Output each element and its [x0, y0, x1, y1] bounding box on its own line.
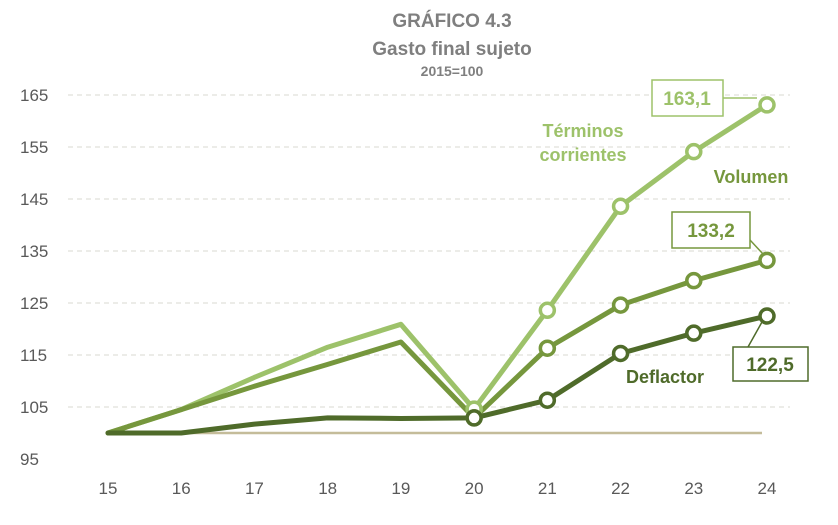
data-point-0-23 [685, 142, 703, 161]
y-tick-label: 135 [20, 242, 48, 261]
x-tick-label: 22 [611, 479, 630, 498]
data-point-2-20 [465, 409, 483, 427]
y-tick-label: 155 [20, 138, 48, 157]
x-tick-label: 24 [758, 479, 777, 498]
y-tick-label: 115 [20, 346, 47, 365]
data-point-2-21 [538, 391, 557, 409]
y-tick-label: 125 [20, 294, 48, 313]
chart-subtitle: Gasto final sujeto [372, 39, 531, 60]
y-tick-label: 145 [20, 190, 48, 209]
chart-title: GRÁFICO 4.3 [392, 10, 511, 32]
data-label-box [732, 346, 809, 382]
x-tick-label: 19 [391, 479, 410, 498]
series-line-2 [105, 313, 770, 436]
leader-line [747, 321, 763, 348]
y-tick-label: 165 [20, 86, 48, 105]
data-point-1-22 [611, 296, 630, 314]
data-point-1-24 [758, 251, 776, 270]
y-tick-label: 105 [20, 398, 48, 417]
data-label-corrientes: 163,1 [663, 89, 711, 110]
data-label-box [671, 211, 751, 249]
data-point-0-21 [538, 301, 557, 320]
x-tick-label: 21 [538, 479, 557, 498]
data-label-volumen: 133,2 [687, 221, 735, 242]
x-tick-label: 18 [318, 479, 337, 498]
data-point-2-24 [758, 307, 776, 325]
chart-note: 2015=100 [421, 63, 484, 79]
series-line-0 [105, 102, 770, 436]
y-tick-label: 95 [20, 450, 39, 469]
x-tick-label: 20 [465, 479, 484, 498]
data-point-2-22 [611, 344, 630, 363]
leader-line [749, 239, 764, 255]
data-point-2-23 [685, 324, 703, 342]
x-tick-label: 23 [684, 479, 703, 498]
data-point-1-23 [685, 271, 703, 290]
series-label-volumen: Volumen [714, 167, 789, 187]
data-point-0-22 [611, 197, 630, 216]
series-label-deflactor: Deflactor [626, 367, 704, 387]
data-label-deflactor: 122,5 [746, 355, 794, 376]
data-point-1-21 [538, 339, 557, 357]
x-tick-label: 15 [99, 479, 118, 498]
x-tick-label: 16 [172, 479, 191, 498]
data-label-box [651, 79, 724, 117]
series-label-corrientes-2: corrientes [539, 145, 626, 165]
x-tick-label: 17 [245, 479, 264, 498]
series-line-1 [105, 257, 770, 436]
series-label-corrientes-1: Términos [542, 121, 623, 141]
data-point-0-24 [758, 96, 776, 114]
